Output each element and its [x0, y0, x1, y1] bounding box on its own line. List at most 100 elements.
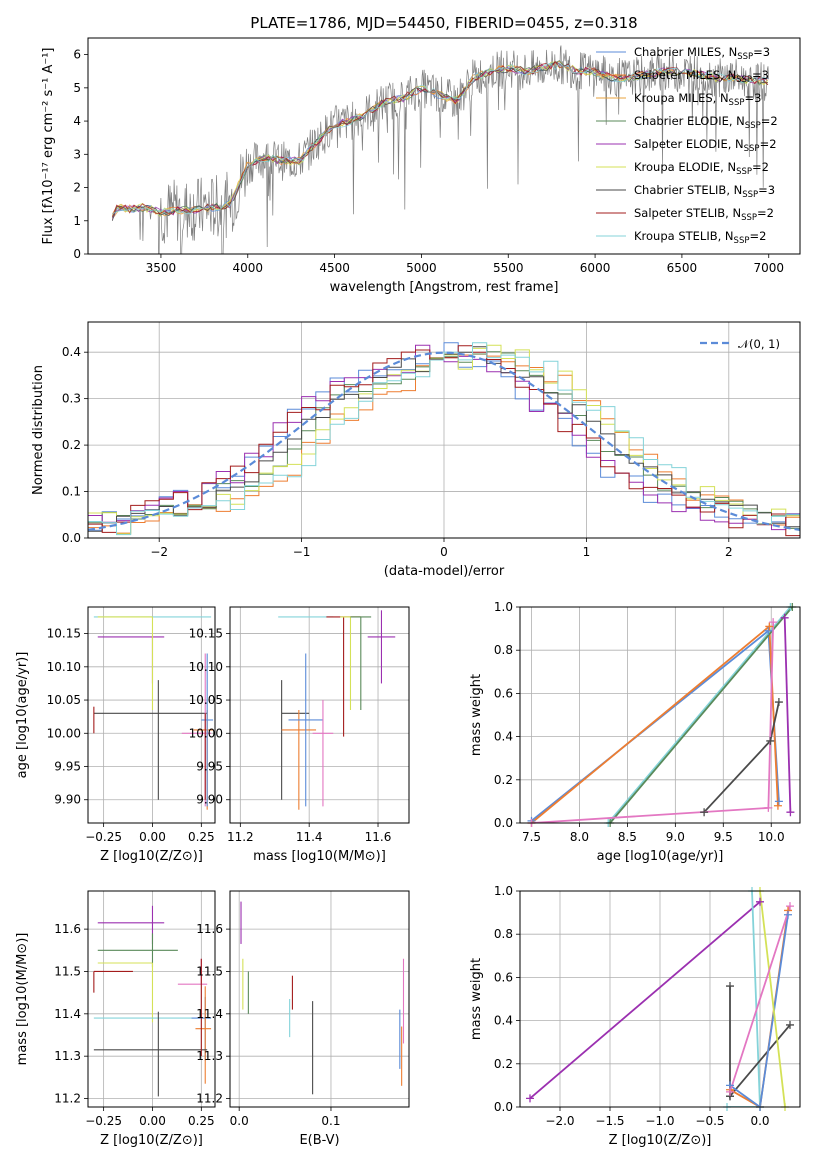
- x-tick-label: 8.0: [570, 830, 589, 844]
- axes-frame: [87, 890, 216, 1108]
- x-tick-label: −1: [293, 545, 311, 559]
- y-tick-label: 0: [73, 247, 81, 261]
- y-tick-label: 2: [73, 181, 81, 195]
- histogram-kroupa_stelib: [88, 342, 800, 536]
- weight-marker: [784, 910, 792, 919]
- legend-label: Chabrier MILES, NSSP=3: [634, 45, 770, 62]
- x-tick-label: −2: [150, 545, 168, 559]
- x-tick-label: 7.5: [522, 830, 541, 844]
- x-tick-label: 6500: [667, 261, 698, 275]
- x-tick-label: −1.5: [595, 1114, 624, 1128]
- plot-area: [111, 45, 770, 254]
- x-tick-label: 0.25: [188, 830, 215, 844]
- y-tick-label: 6: [73, 48, 81, 62]
- weight-line-pink: [729, 905, 791, 1093]
- chart-weight_vs_Z: −2.0 −1.5 −1.0 −0.5 0.0 0.0 0.2 0.4 0.6 0.8 1.0 Z […: [469, 884, 801, 1148]
- plot-area: [93, 905, 212, 1097]
- axes-frame: [229, 890, 410, 1108]
- model-line-salpeter_stelib: [111, 60, 769, 218]
- normal-curve: [88, 351, 800, 531]
- weight-marker: [774, 797, 783, 806]
- axes-frame: [519, 890, 801, 1108]
- y-tick-label: 3: [73, 147, 81, 161]
- y-tick-label: 11.3: [54, 1049, 81, 1063]
- y-tick-label: 0.1: [62, 485, 81, 499]
- legend-label: Chabrier ELODIE, NSSP=2: [634, 114, 778, 131]
- x-tick-label: 9.5: [714, 830, 733, 844]
- y-tick-label: 9.90: [196, 793, 223, 807]
- y-tick-label: 9.95: [196, 760, 223, 774]
- x-tick-label: 0.0: [230, 1114, 249, 1128]
- plot-area: [530, 607, 793, 823]
- x-tick-label: −0.25: [85, 830, 122, 844]
- weight-marker: [726, 982, 734, 991]
- y-tick-label: 11.3: [196, 1049, 223, 1063]
- legend-label: Kroupa STELIB, NSSP=2: [634, 229, 766, 246]
- x-tick-label: 6000: [580, 261, 611, 275]
- x-axis-label: E(B-V): [299, 1133, 339, 1148]
- plot-area: [93, 616, 214, 810]
- y-axis-label: Flux [fλ10⁻¹⁷ erg cm⁻² s⁻¹ A⁻¹]: [41, 48, 56, 245]
- chart-mass_vs_Z: −0.25 0.00 0.25 11.2 11.3 11.4 11.5 11.6 Z [log1…: [15, 890, 216, 1148]
- y-tick-label: 11.6: [54, 922, 81, 936]
- chart-title: PLATE=1786, MJD=54450, FIBERID=0455, z=0…: [250, 14, 637, 32]
- x-tick-label: 0.1: [321, 1114, 340, 1128]
- weight-marker: [774, 698, 783, 707]
- legend-label: Salpeter MILES, NSSP=3: [634, 68, 769, 85]
- x-tick-label: 0.0: [750, 1114, 769, 1128]
- x-tick-label: 3500: [146, 261, 177, 275]
- x-axis-label: age [log10(age/yr)]: [597, 849, 724, 864]
- chart-residuals: −2 −1 0 1 2 0.0 0.1 0.2 0.3 0.4 (data-model)/error…: [31, 321, 801, 579]
- x-tick-label: 2: [725, 545, 733, 559]
- x-tick-label: −2.0: [545, 1114, 574, 1128]
- y-tick-label: 0.0: [62, 531, 81, 545]
- x-tick-label: 5500: [493, 261, 524, 275]
- axes-frame: [87, 321, 801, 539]
- y-tick-label: 10.10: [189, 660, 223, 674]
- model-line-kroupa_stelib: [112, 62, 769, 215]
- legend-label: Chabrier STELIB, NSSP=3: [634, 183, 775, 200]
- x-tick-label: 0: [440, 545, 448, 559]
- y-tick-label: 0.6: [494, 686, 513, 700]
- chart-age_vs_Z: −0.25 0.00 0.25 9.90 9.95 10.00 10.05 10.10 10.1…: [15, 606, 216, 864]
- axes-frame: [87, 606, 216, 824]
- x-tick-label: 0.00: [139, 1114, 166, 1128]
- y-tick-label: 0.8: [494, 927, 513, 941]
- legend-label: 𝒩(0, 1): [738, 337, 780, 351]
- y-tick-label: 10.00: [189, 726, 223, 740]
- weight-line-salpeter_elodie: [529, 901, 761, 1100]
- weight-marker: [764, 626, 773, 635]
- y-tick-label: 11.2: [54, 1092, 81, 1106]
- x-tick-label: 1: [583, 545, 591, 559]
- x-tick-label: −0.5: [695, 1114, 724, 1128]
- y-tick-label: 11.5: [196, 964, 223, 978]
- y-tick-label: 11.5: [54, 964, 81, 978]
- chart-weight_vs_age: 7.5 8.0 8.5 9.0 9.5 10.0 0.0 0.2 0.4 0.6 0.8 1.0 age…: [469, 600, 801, 864]
- plot-area: [529, 891, 791, 1107]
- y-tick-label: 0.0: [494, 1100, 513, 1114]
- x-axis-label: Z [log10(Z/Z⊙)]: [100, 1133, 203, 1148]
- y-tick-label: 10.00: [47, 726, 81, 740]
- y-tick-label: 11.2: [196, 1092, 223, 1106]
- y-tick-label: 9.95: [54, 760, 81, 774]
- y-tick-label: 4: [73, 114, 81, 128]
- weight-marker: [766, 736, 775, 745]
- axes-frame: [519, 606, 801, 824]
- model-line-chabrier_elodie: [112, 60, 769, 216]
- y-axis-label: age [log10(age/yr)]: [15, 652, 30, 779]
- y-tick-label: 11.4: [196, 1007, 223, 1021]
- x-tick-label: 8.5: [618, 830, 637, 844]
- weight-line-chabrier_elodie: [609, 607, 793, 823]
- chart-spectrum: 3500 4000 4500 5000 5500 6000 6500 7000 0 1 2 3 4 5 6 w…: [41, 14, 801, 295]
- weight-marker: [786, 902, 794, 911]
- x-tick-label: 0.00: [139, 830, 166, 844]
- weight-marker: [765, 622, 774, 631]
- weight-line-kroupa_stelib: [607, 607, 792, 823]
- y-tick-label: 0.2: [62, 438, 81, 452]
- y-axis-label: Normed distribution: [31, 365, 46, 495]
- y-tick-label: 1.0: [494, 600, 513, 614]
- weight-marker: [769, 618, 778, 627]
- weight-line-kroupa_elodie: [759, 891, 786, 1107]
- y-tick-label: 1: [73, 214, 81, 228]
